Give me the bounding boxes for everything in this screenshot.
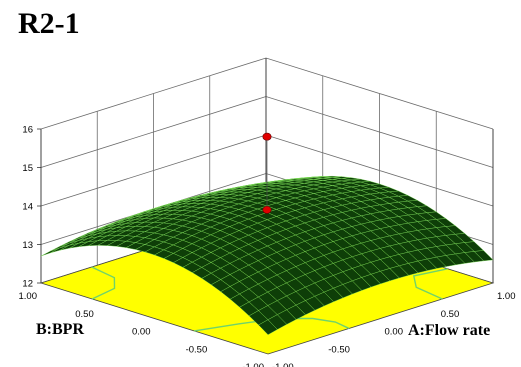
design-point [262, 132, 272, 141]
x-tick-label: -1.00 [272, 362, 294, 367]
x-tick-label: 0.00 [385, 327, 404, 338]
contour-line [412, 268, 448, 300]
y-tick-label: -1.00 [242, 362, 264, 367]
x-axis-label: A:Flow rate [408, 322, 490, 339]
x-tick-label: -0.50 [328, 344, 350, 355]
y-tick-label: 0.00 [132, 327, 151, 338]
x-tick-label: 0.50 [441, 309, 460, 320]
chart-title: R2-1 [18, 7, 80, 40]
contour-line [91, 266, 116, 300]
y-axis-ticks: -1.00 -0.50 0.00 0.50 1.00 [19, 291, 265, 367]
y-tick-label: 1.00 [19, 291, 38, 302]
z-tick-label: 16 [22, 125, 33, 136]
z-tick-label: 15 [22, 163, 33, 174]
z-tick-label: 12 [22, 279, 33, 290]
z-tick-label: 14 [22, 202, 33, 213]
x-tick-label: 1.00 [497, 291, 516, 302]
surface-cell [40, 247, 60, 257]
y-tick-label: -0.50 [186, 344, 208, 355]
design-point [262, 205, 272, 214]
response-surface [40, 175, 494, 336]
grid-line [40, 57, 494, 130]
z-axis-ticks: 12 13 14 15 16 [22, 125, 41, 290]
z-tick-label: 13 [22, 240, 33, 251]
surface-cell [258, 319, 278, 336]
y-tick-label: 0.50 [75, 309, 94, 320]
design-points [262, 132, 272, 214]
x-axis-ticks: -1.00 -0.50 0.00 0.50 1.00 [272, 291, 516, 367]
y-axis-label: B:BPR [36, 321, 84, 338]
